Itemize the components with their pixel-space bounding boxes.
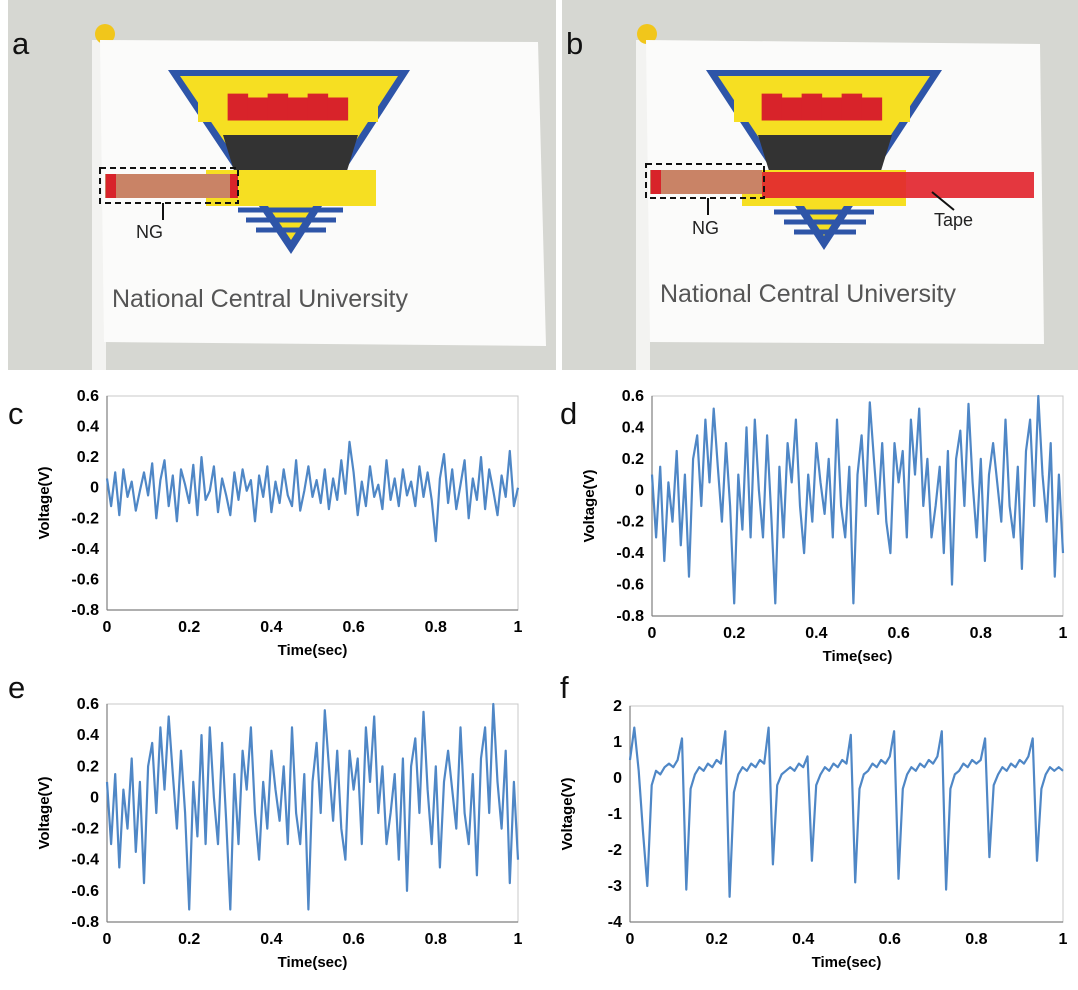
y-tick-label: -0.8: [71, 914, 99, 931]
series-line: [105, 440, 520, 543]
y-tick-label: 0.2: [77, 758, 99, 775]
y-tick-label: 0.4: [77, 727, 99, 744]
x-tick-label: 0.2: [178, 931, 200, 948]
y-tick-label: -3: [608, 878, 622, 895]
y-tick-label: 0.2: [77, 449, 99, 466]
y-tick-label: -0.4: [616, 545, 644, 562]
x-tick-label: 0.8: [970, 625, 992, 642]
photo-flag-ng: ▇▆▇▆▇▆ NG National Central University: [8, 0, 556, 370]
series-line: [628, 726, 1064, 898]
ng-device: [105, 174, 238, 198]
y-tick-label: 0: [635, 482, 644, 499]
x-tick-label: 1: [1059, 625, 1068, 642]
flagpole-ball: [637, 24, 657, 44]
x-tick-label: 0: [626, 931, 635, 948]
x-tick-label: 0: [103, 619, 112, 636]
ncu-emblem: ▇▆▇▆▇▆: [168, 70, 410, 254]
x-tick-label: 0.4: [792, 931, 814, 948]
y-tick-label: 0.2: [622, 451, 644, 468]
y-tick-label: 0: [90, 480, 99, 497]
flag-caption: National Central University: [112, 285, 408, 313]
ng-device: [650, 170, 762, 194]
x-tick-label: 1: [514, 931, 523, 948]
y-tick-label: 0: [90, 789, 99, 806]
y-tick-label: -0.6: [71, 571, 99, 588]
x-tick-label: 0.6: [879, 931, 901, 948]
tape-label: Tape: [934, 210, 974, 230]
x-tick-label: 0: [103, 931, 112, 948]
x-tick-label: 0.2: [178, 619, 200, 636]
x-tick-label: 0.8: [425, 619, 447, 636]
svg-text:▇▆▇▆▇▆: ▇▆▇▆▇▆: [227, 91, 349, 121]
x-axis-title: Time(sec): [812, 954, 882, 971]
series-line: [650, 394, 1065, 605]
y-tick-label: -0.6: [616, 577, 644, 594]
panel-letter-f: f: [560, 670, 569, 705]
y-tick-label: -2: [608, 842, 622, 859]
y-tick-label: -0.4: [71, 852, 99, 869]
ng-dashed-box: [99, 167, 239, 204]
y-tick-label: 1: [613, 734, 622, 751]
tape-strip: [762, 172, 1034, 198]
y-tick-label: 2: [613, 698, 622, 715]
x-tick-label: 0.8: [425, 931, 447, 948]
y-tick-label: -0.8: [616, 608, 644, 625]
x-tick-label: 0.4: [260, 619, 282, 636]
y-axis-title: Voltage(V): [36, 466, 53, 539]
x-tick-label: 0.4: [805, 625, 827, 642]
y-axis-title: Voltage(V): [36, 776, 53, 849]
y-tick-label: -0.2: [71, 510, 99, 527]
x-tick-label: 0.4: [260, 931, 282, 948]
flagpole-ball: [95, 24, 115, 44]
y-axis-title: Voltage(V): [559, 777, 576, 850]
x-tick-label: 0.8: [965, 931, 987, 948]
y-tick-label: 0.6: [77, 696, 99, 713]
chart-e: 0.6 0.4 0.2 0 -0.2 -0.4 -0.6 -0.8 0 0.2 0.4 0.6 0.8 1…: [0, 690, 540, 990]
y-tick-label: 0.4: [77, 419, 99, 436]
x-tick-label: 0.6: [887, 625, 909, 642]
y-tick-label: 0: [613, 770, 622, 787]
x-tick-label: 0.6: [342, 931, 364, 948]
series-line: [105, 702, 520, 911]
x-axis-title: Time(sec): [278, 642, 348, 659]
y-tick-label: 0.6: [622, 388, 644, 405]
ng-label: NG: [692, 218, 719, 238]
y-tick-label: -0.8: [71, 602, 99, 619]
chart-d: 0.6 0.4 0.2 0 -0.2 -0.4 -0.6 -0.8 0 0.2 0.4 0.6 0.8 1…: [545, 380, 1078, 680]
panel-letter-d: d: [560, 396, 578, 431]
x-tick-label: 1: [514, 619, 523, 636]
x-tick-label: 0: [648, 625, 657, 642]
flag-caption: National Central University: [660, 280, 956, 308]
ng-label: NG: [136, 222, 163, 242]
x-axis-title: Time(sec): [278, 954, 348, 971]
panel-letter-b: b: [566, 26, 584, 61]
panel-letter-e: e: [8, 670, 26, 705]
photo-flag-ng-tape: ▇▆▇▆▇▆ NG Tape National Central Universi…: [562, 0, 1078, 370]
y-tick-label: -1: [608, 806, 622, 823]
y-axis-title: Voltage(V): [581, 469, 598, 542]
y-tick-label: -0.6: [71, 883, 99, 900]
plot-area: [629, 705, 1064, 923]
y-tick-label: -0.4: [71, 541, 99, 558]
panel-letter-a: a: [12, 26, 30, 61]
y-tick-label: -0.2: [71, 821, 99, 838]
panel-letter-c: c: [8, 396, 24, 431]
x-tick-label: 1: [1059, 931, 1068, 948]
chart-c: 0.6 0.4 0.2 0 -0.2 -0.4 -0.6 -0.8 0 0.2 0.4 0.6 0.8 1…: [0, 380, 540, 680]
x-tick-label: 0.2: [705, 931, 727, 948]
ng-dashed-box: [645, 163, 765, 199]
svg-text:▇▆▇▆▇▆: ▇▆▇▆▇▆: [761, 91, 883, 121]
y-tick-label: -4: [608, 914, 622, 931]
x-axis-title: Time(sec): [823, 648, 893, 665]
y-tick-label: 0.6: [77, 388, 99, 405]
chart-f: 2 1 0 -1 -2 -3 -4 0 0.2 0.4 0.6 0.8 1 Time(sec) Voltag…: [545, 690, 1078, 990]
y-tick-label: -0.2: [616, 514, 644, 531]
y-tick-label: 0.4: [622, 419, 644, 436]
x-tick-label: 0.2: [723, 625, 745, 642]
x-tick-label: 0.6: [342, 619, 364, 636]
